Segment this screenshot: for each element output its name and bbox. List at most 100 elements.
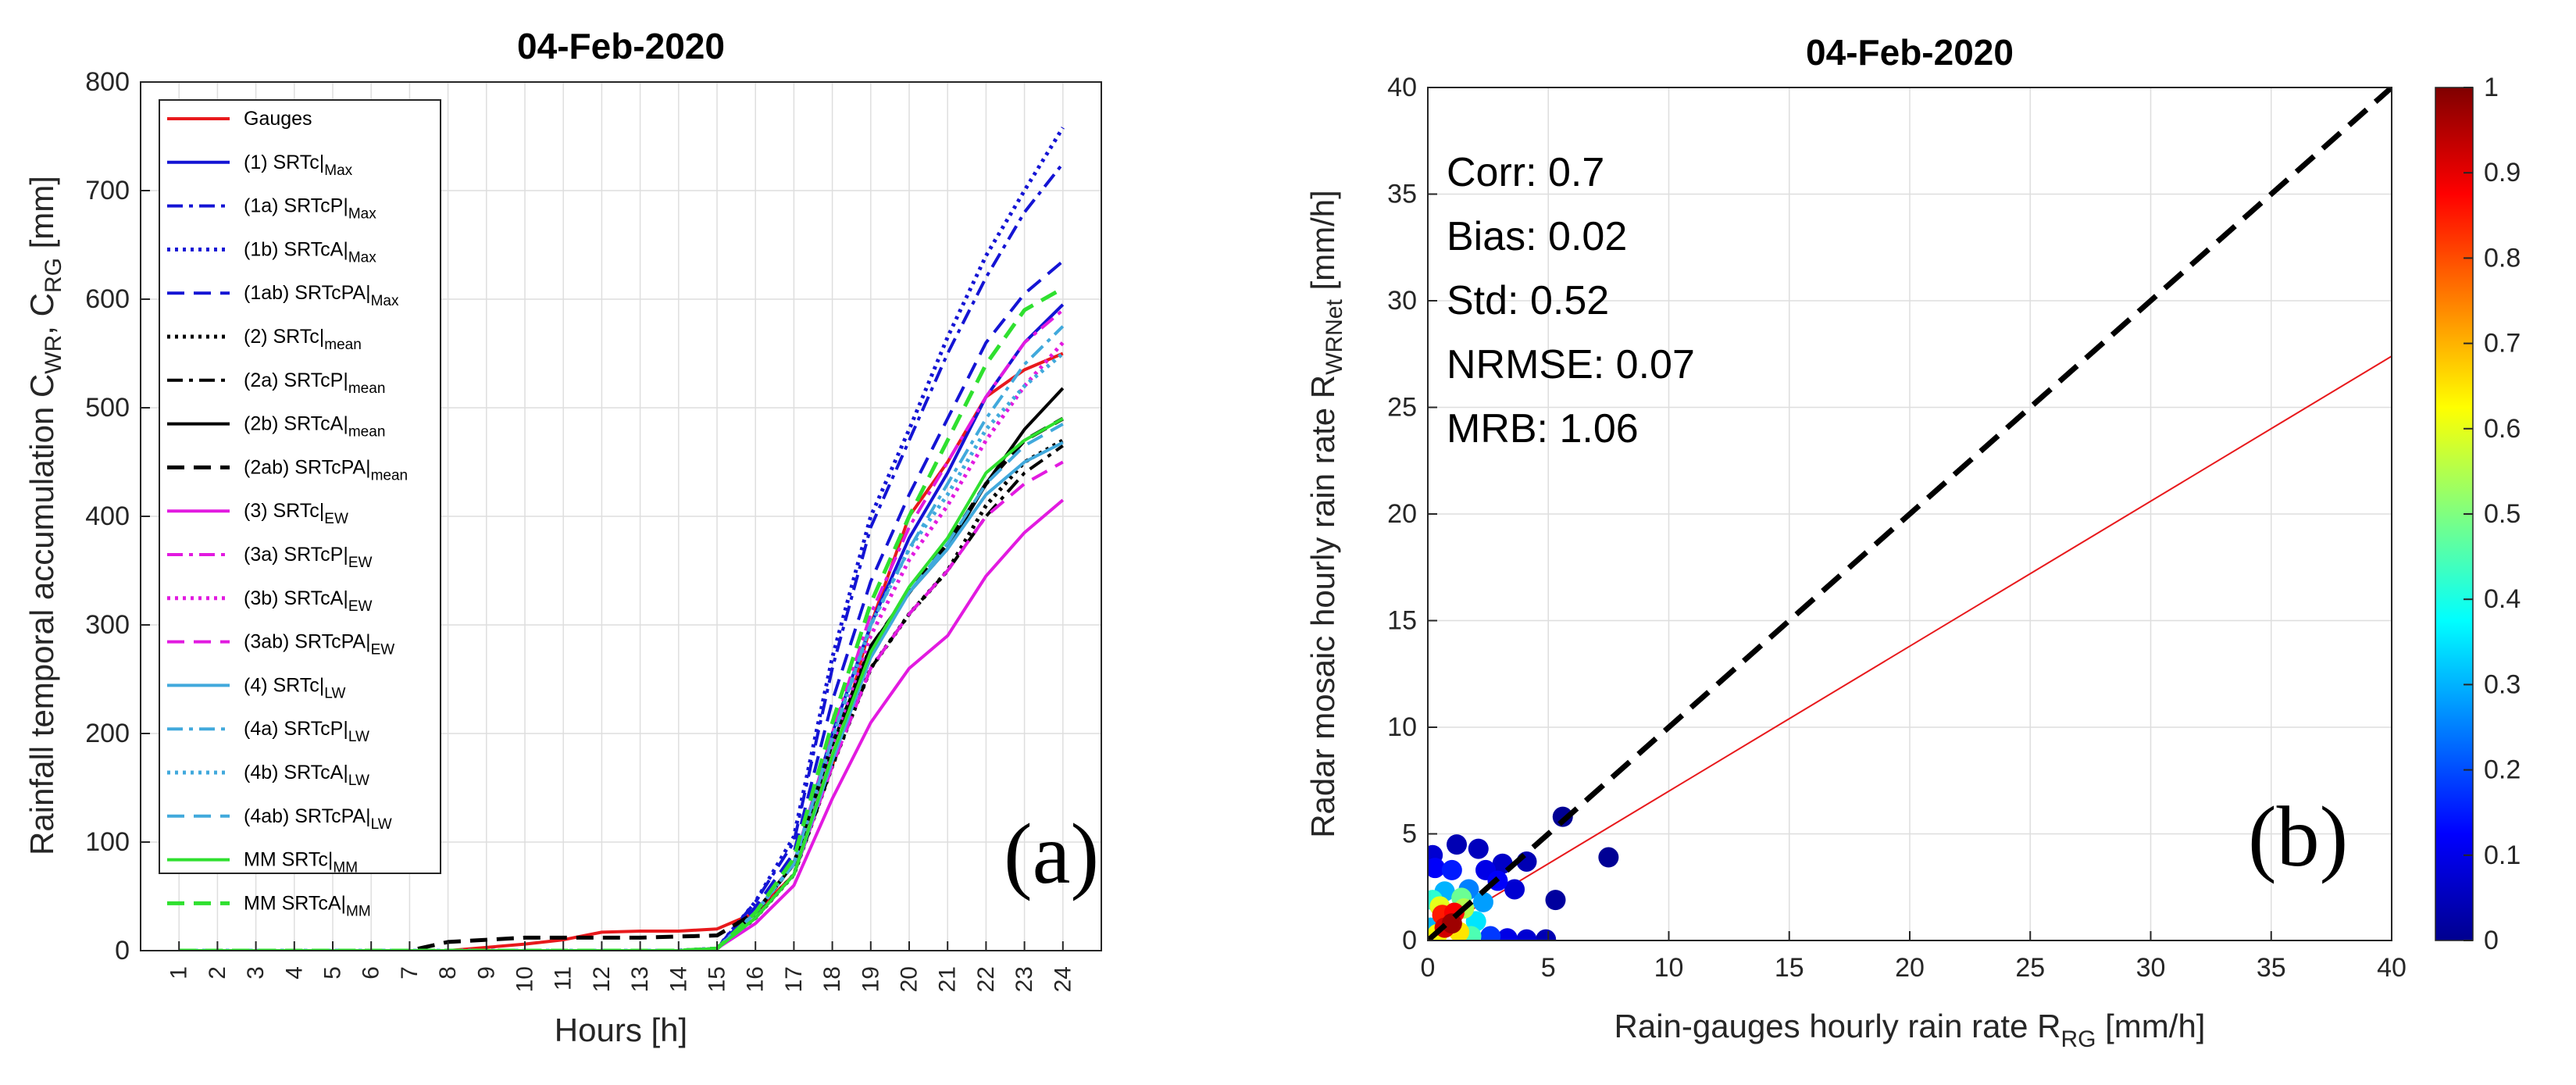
chart-b-y-label-sub: WRNet (1322, 299, 1347, 375)
chart-b-y-tick-label: 30 (1387, 286, 1417, 316)
colorbar-tick-label: 1 (2484, 73, 2499, 102)
chart-b-x-label-unit: [mm/h] (2096, 1008, 2205, 1044)
chart-a: 04-Feb-2020 1 2 3 4 5 6 7 8 9 10 11 12 13 14 15 16 17 18 1… (23, 26, 1102, 1048)
colorbar-tick-label: 0.7 (2484, 329, 2521, 359)
chart-a-y-label-sub1: WR (41, 335, 66, 374)
chart-a-x-tick-label: 5 (320, 966, 346, 980)
scatter-point (1536, 929, 1557, 940)
series-line (179, 460, 1064, 951)
scatter-point (1504, 879, 1525, 900)
legend-label-sub: LW (324, 685, 345, 701)
chart-a-x-tick-label: 11 (551, 966, 576, 990)
chart-b: 04-Feb-2020 0 5 10 15 20 25 30 35 40 05101520253… (1304, 32, 2521, 1052)
scatter-point (1428, 858, 1446, 879)
legend-label-main: Gauges (244, 108, 312, 130)
colorbar-tick-label: 0.1 (2484, 841, 2521, 870)
legend-label: (2a) SRTcP|mean (244, 369, 385, 397)
scatter-point (1441, 913, 1462, 934)
legend-label-sub: EW (371, 642, 395, 658)
legend-label-main: (3ab) SRTcPA| (244, 631, 371, 653)
chart-a-title: 04-Feb-2020 (517, 26, 725, 66)
colorbar-tick-label: 0.8 (2484, 243, 2521, 273)
scatter-point (1552, 806, 1573, 827)
legend-label: (2ab) SRTcPA|mean (244, 456, 408, 484)
chart-a-y-tick-label: 100 (85, 827, 130, 857)
chart-a-legend-items: Gauges (1) SRTc|Max (1a) SRTcP| Max (1b) SRT… (167, 108, 408, 919)
chart-b-title: 04-Feb-2020 (1806, 32, 2014, 73)
chart-a-legend: Gauges (1) SRTc|Max (1a) SRTcP| Max (1b) SRT… (159, 99, 441, 919)
legend-label-main: (3) SRTc| (244, 500, 324, 522)
series-line (179, 498, 1065, 951)
legend-label: (4) SRTc|LW (244, 674, 345, 701)
chart-a-x-tick-label: 23 (1011, 966, 1037, 992)
chart-b-points (1428, 806, 1619, 940)
legend-label: (3) SRTc|EW (244, 500, 348, 527)
series-line (179, 352, 1064, 951)
legend-label: (4b) SRTcA|LW (244, 762, 369, 789)
legend-label: (1ab) SRTcPA|Max (244, 282, 399, 309)
chart-a-y-tick-label: 0 (115, 936, 130, 965)
legend-label-main: (1ab) SRTcPA| (244, 282, 371, 304)
chart-a-y-label-unit: [mm] (23, 176, 60, 258)
legend-label: (2) SRTc|mean (244, 326, 362, 353)
legend-label-sub: LW (348, 773, 369, 789)
legend-label-main: (1b) SRTcA| (244, 238, 348, 260)
legend-label-main: (2ab) SRTcPA| (244, 456, 371, 478)
legend-label-main: MM SRTc| (244, 849, 333, 871)
legend-label: MM SRTcA|MM (244, 892, 371, 919)
chart-a-y-label-sub2: RG (41, 258, 66, 293)
chart-b-x-tick-label: 10 (1654, 953, 1684, 983)
chart-b-y-tick-label: 0 (1402, 926, 1417, 955)
series-line (179, 417, 1064, 951)
chart-b-x-ticks: 0 5 10 15 20 25 30 35 40 (1421, 931, 2407, 983)
chart-b-y-tick-label: 25 (1387, 393, 1417, 423)
legend-label-main: (3a) SRTcP| (244, 544, 348, 566)
chart-b-panel-label: (b) (2248, 789, 2348, 884)
legend-label-main: (1a) SRTcP| (244, 195, 348, 217)
chart-a-series (179, 127, 1065, 951)
colorbar-tick-label: 0.5 (2484, 499, 2521, 529)
colorbar-tick-label: 0.3 (2484, 669, 2521, 699)
chart-b-x-tick-label: 25 (2015, 953, 2045, 983)
legend-label-main: (2) SRTc| (244, 326, 324, 348)
chart-a-y-label: Rainfall temporal accumulation CWR, CRG … (23, 176, 66, 855)
chart-b-x-tick-label: 30 (2136, 953, 2166, 983)
scatter-point (1598, 847, 1619, 868)
chart-a-y-tick-label: 200 (85, 719, 130, 748)
chart-b-y-label: Radar mosaic hourly rain rate RWRNet [mm… (1304, 190, 1347, 838)
chart-b-x-tick-label: 40 (2377, 953, 2407, 983)
chart-a-x-tick-label: 13 (627, 966, 653, 992)
legend-label-main: (1) SRTc| (244, 152, 324, 173)
chart-a-y-ticks: 0 100 200 300 400 500 600 700 800 (85, 67, 150, 965)
legend-label-sub: mean (348, 380, 386, 397)
chart-b-y-label-main: Radar mosaic hourly rain rate R (1304, 375, 1341, 838)
legend-label: Gauges (244, 108, 312, 130)
chart-a-y-label-main: Rainfall temporal accumulation C (23, 374, 60, 855)
series-line (179, 423, 1064, 951)
colorbar-tick-label: 0.4 (2484, 584, 2521, 614)
legend-label-main: (4b) SRTcA| (244, 762, 348, 783)
chart-b-x-tick-label: 20 (1895, 953, 1925, 983)
legend-label-main: (2b) SRTcA| (244, 413, 348, 435)
chart-b-regression-line (1428, 355, 2392, 937)
legend-label-sub: LW (348, 729, 369, 745)
legend-label-sub: mean (348, 424, 386, 441)
scatter-point (1497, 928, 1518, 940)
colorbar-tick-label: 0.6 (2484, 414, 2521, 444)
chart-a-y-tick-label: 800 (85, 67, 130, 97)
legend-label-main: (2a) SRTcP| (244, 369, 348, 391)
scatter-point (1468, 838, 1489, 859)
legend-label-main: (3b) SRTcA| (244, 587, 348, 609)
scatter-point (1447, 834, 1468, 855)
legend-label-sub: mean (324, 337, 362, 353)
chart-b-y-tick-label: 15 (1387, 606, 1417, 636)
chart-b-y-label-unit: [mm/h] (1304, 190, 1341, 299)
legend-label: (1b) SRTcA|Max (244, 238, 376, 266)
chart-a-x-tick-label: 3 (243, 966, 269, 980)
legend-label-sub: LW (371, 816, 392, 833)
legend-label-sub: Max (324, 162, 352, 179)
chart-a-x-tick-label: 7 (397, 966, 423, 980)
legend-label: (4a) SRTcP|LW (244, 718, 369, 745)
legend-label: (1) SRTc|Max (244, 152, 353, 179)
chart-a-x-tick-label: 15 (705, 966, 730, 992)
